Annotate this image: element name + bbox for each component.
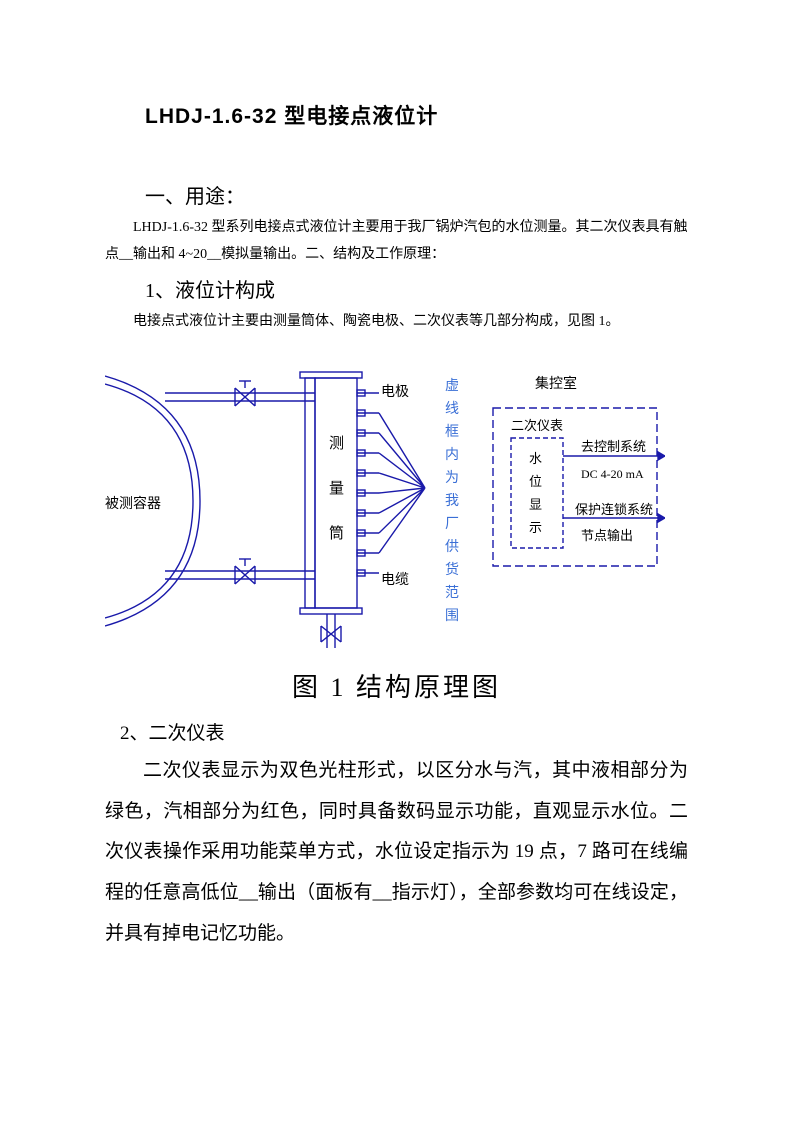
blue-col-5: 我 xyxy=(445,493,459,509)
label-cylinder-2: 筒 xyxy=(329,525,344,542)
figure-1-caption: 图 1 结构原理图 xyxy=(105,667,688,704)
label-display-2: 显 xyxy=(529,497,542,512)
blue-col-2: 框 xyxy=(445,424,459,440)
section-1-heading: 一、用途： xyxy=(145,180,688,209)
label-dc-signal: DC 4-20 mA xyxy=(581,467,644,481)
label-vessel: 被测容器 xyxy=(105,495,161,512)
section-2-heading: 1、液位计构成 xyxy=(145,274,688,303)
blue-col-6: 厂 xyxy=(445,517,459,532)
blue-col-8: 货 xyxy=(445,561,459,578)
label-electrode: 电极 xyxy=(381,384,409,400)
blue-col-9: 范 xyxy=(445,584,459,601)
label-secondary-instrument: 二次仪表 xyxy=(511,418,563,433)
structure-diagram: 被测容器 电极 电缆 集控室 二次仪表 去控制系统 DC 4-20 mA 保护连… xyxy=(105,348,665,658)
section-3-para: 二次仪表显示为双色光柱形式，以区分水与汽，其中液相部分为绿色，汽相部分为红色，同… xyxy=(105,751,688,955)
label-to-control: 去控制系统 xyxy=(581,439,646,454)
blue-col-1: 线 xyxy=(445,401,459,417)
blue-col-3: 内 xyxy=(445,447,459,463)
section-2-para: 电接点式液位计主要由测量筒体、陶瓷电极、二次仪表等几部分构成，见图 1。 xyxy=(105,309,688,336)
blue-col-7: 供 xyxy=(445,539,459,555)
page-title: LHDJ-1.6-32 型电接点液位计 xyxy=(145,100,688,130)
label-node-out: 节点输出 xyxy=(581,528,633,543)
label-display-0: 水 xyxy=(529,451,542,466)
label-cylinder-0: 测 xyxy=(329,435,344,452)
section-1-para: LHDJ-1.6-32 型系列电接点式液位计主要用于我厂锅炉汽包的水位测量。其二… xyxy=(105,215,688,268)
section-3-heading: 2、二次仪表 xyxy=(120,718,688,745)
label-cable: 电缆 xyxy=(381,572,409,588)
blue-col-4: 为 xyxy=(445,470,459,486)
label-display-3: 示 xyxy=(529,520,542,535)
figure-1: 被测容器 电极 电缆 集控室 二次仪表 去控制系统 DC 4-20 mA 保护连… xyxy=(105,348,688,704)
blue-col-0: 虚 xyxy=(445,378,459,394)
label-control-room: 集控室 xyxy=(535,375,577,392)
label-protect: 保护连锁系统 xyxy=(575,502,653,517)
blue-col-10: 围 xyxy=(445,609,459,624)
label-display-1: 位 xyxy=(529,474,542,489)
label-cylinder-1: 量 xyxy=(329,481,344,497)
